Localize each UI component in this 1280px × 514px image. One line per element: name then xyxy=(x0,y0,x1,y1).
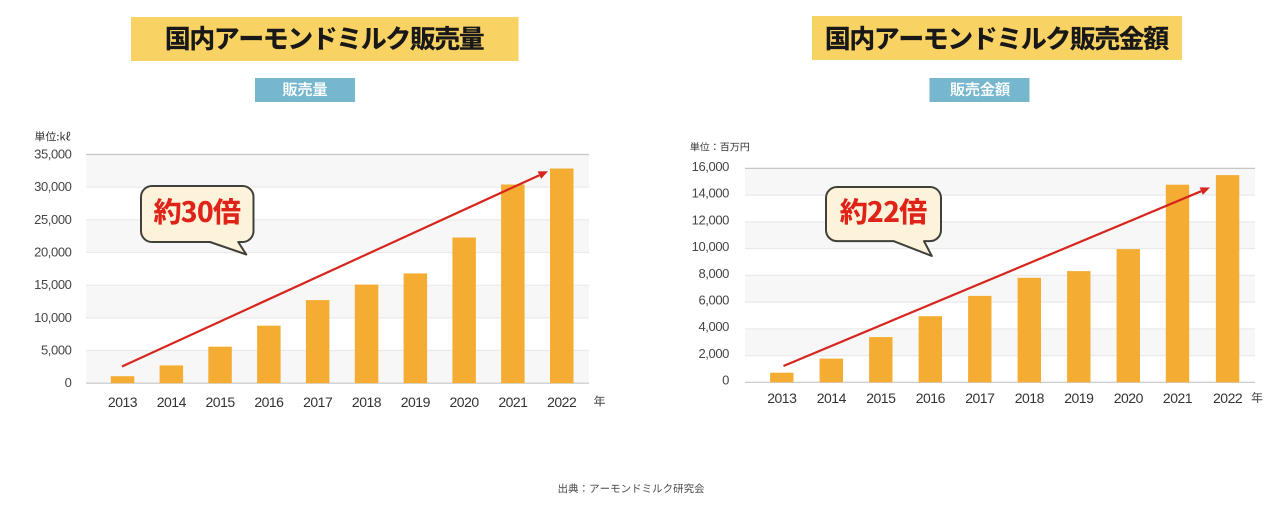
svg-text:2016: 2016 xyxy=(916,390,946,406)
svg-text:2015: 2015 xyxy=(866,390,896,406)
svg-text:8,000: 8,000 xyxy=(698,266,729,281)
svg-text:5,000: 5,000 xyxy=(41,343,72,358)
svg-text:2021: 2021 xyxy=(1163,390,1193,406)
svg-text:2021: 2021 xyxy=(498,394,528,410)
svg-text:2013: 2013 xyxy=(108,394,138,410)
svg-text:16,000: 16,000 xyxy=(692,159,730,174)
svg-text:2014: 2014 xyxy=(157,394,187,410)
svg-text:0: 0 xyxy=(722,373,729,388)
svg-text:2022: 2022 xyxy=(547,394,577,410)
svg-text:35,000: 35,000 xyxy=(34,147,72,162)
svg-text:6,000: 6,000 xyxy=(698,293,729,308)
svg-text:0: 0 xyxy=(65,375,72,390)
svg-text:15,000: 15,000 xyxy=(34,277,72,292)
svg-text:2018: 2018 xyxy=(352,394,382,410)
svg-text:2018: 2018 xyxy=(1015,390,1045,406)
svg-text:10,000: 10,000 xyxy=(34,310,72,325)
svg-text:25,000: 25,000 xyxy=(34,212,72,227)
svg-text:2022: 2022 xyxy=(1213,390,1243,406)
svg-text:2016: 2016 xyxy=(254,394,284,410)
svg-text:2017: 2017 xyxy=(303,394,333,410)
svg-text:14,000: 14,000 xyxy=(692,186,730,201)
svg-text:2014: 2014 xyxy=(817,390,847,406)
svg-text:4,000: 4,000 xyxy=(698,319,729,334)
svg-text:10,000: 10,000 xyxy=(692,239,730,254)
svg-text:12,000: 12,000 xyxy=(692,212,730,227)
svg-text:2017: 2017 xyxy=(965,390,995,406)
svg-text:20,000: 20,000 xyxy=(34,245,72,260)
svg-text:2013: 2013 xyxy=(767,390,797,406)
svg-text:2019: 2019 xyxy=(1064,390,1094,406)
svg-text:2020: 2020 xyxy=(1114,390,1144,406)
svg-text:2015: 2015 xyxy=(206,394,236,410)
svg-text:30,000: 30,000 xyxy=(34,179,72,194)
svg-text:2,000: 2,000 xyxy=(698,346,729,361)
svg-text:2019: 2019 xyxy=(401,394,431,410)
svg-text:2020: 2020 xyxy=(450,394,480,410)
